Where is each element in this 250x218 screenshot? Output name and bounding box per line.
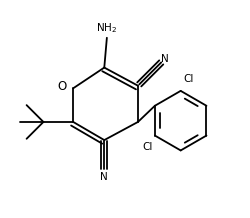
Text: Cl: Cl — [142, 142, 152, 152]
Text: N: N — [161, 54, 169, 64]
Text: Cl: Cl — [183, 74, 194, 84]
Text: NH$_2$: NH$_2$ — [96, 21, 118, 35]
Text: N: N — [100, 172, 108, 182]
Text: O: O — [58, 80, 67, 94]
